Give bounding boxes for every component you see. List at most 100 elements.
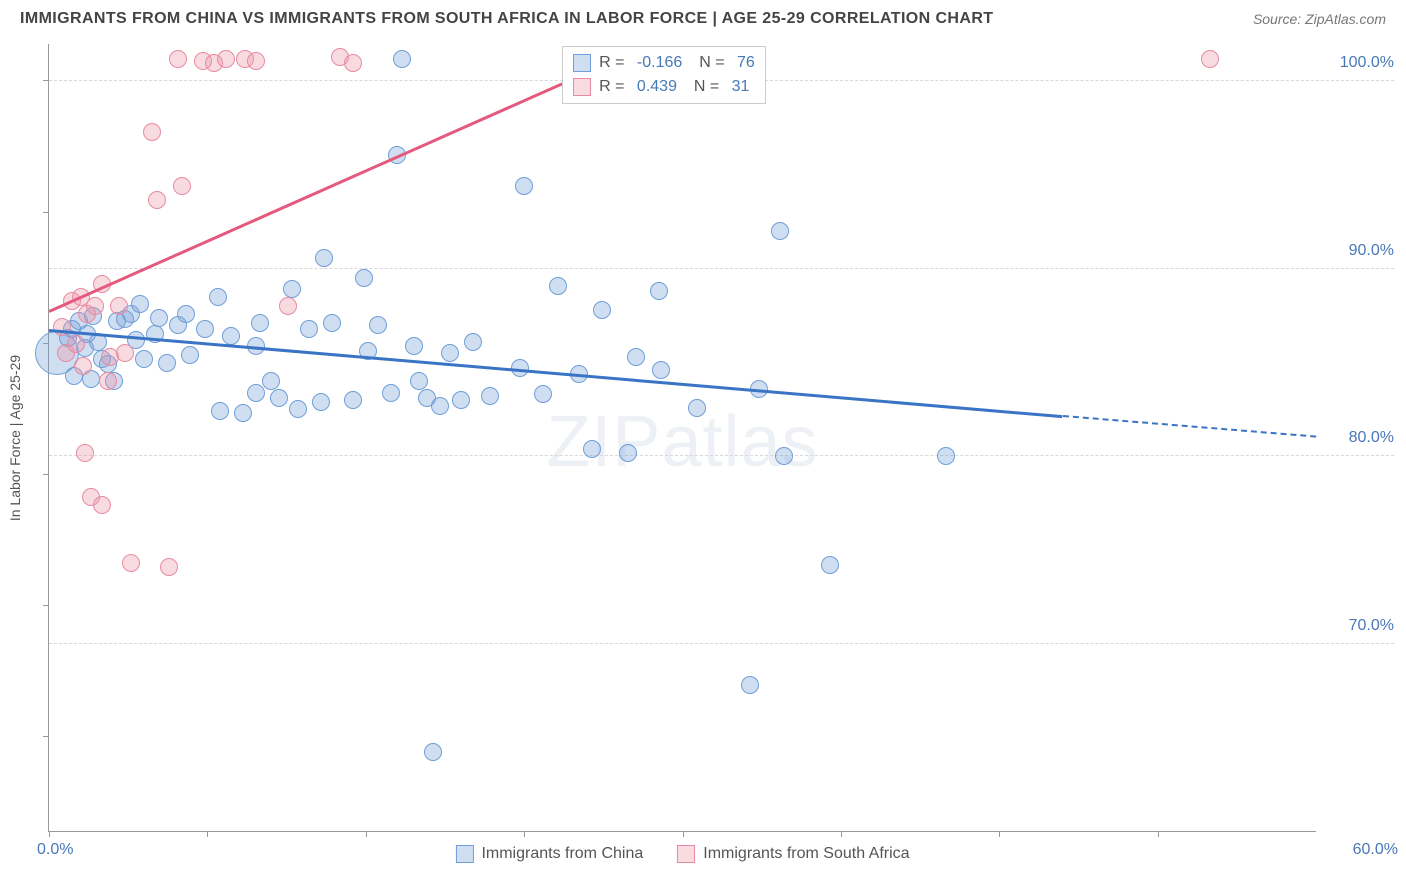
data-point-china: [515, 177, 533, 195]
y-tick-label: 90.0%: [1324, 242, 1394, 260]
data-point-china: [775, 447, 793, 465]
data-point-china: [312, 393, 330, 411]
data-point-china: [821, 556, 839, 574]
data-point-china: [688, 399, 706, 417]
y-tick: [43, 80, 49, 81]
data-point-china: [937, 447, 955, 465]
data-point-south-africa: [169, 50, 187, 68]
x-axis-min-label: 0.0%: [37, 841, 73, 859]
data-point-south-africa: [217, 50, 235, 68]
x-tick: [207, 831, 208, 837]
gridline-horizontal: [49, 268, 1394, 269]
data-point-china: [323, 314, 341, 332]
data-point-china: [177, 305, 195, 323]
data-point-china: [549, 277, 567, 295]
legend-label: Immigrants from China: [481, 845, 643, 863]
data-point-china: [234, 404, 252, 422]
legend-label: Immigrants from South Africa: [703, 845, 909, 863]
x-tick: [841, 831, 842, 837]
trend-line: [48, 48, 640, 313]
data-point-south-africa: [110, 297, 128, 315]
data-point-china: [424, 743, 442, 761]
trend-line-extrapolated: [1063, 415, 1317, 438]
data-point-south-africa: [1201, 50, 1219, 68]
data-point-china: [481, 387, 499, 405]
y-tick-label: 70.0%: [1324, 617, 1394, 635]
source-name: ZipAtlas.com: [1305, 11, 1386, 27]
gridline-horizontal: [49, 643, 1394, 644]
data-point-south-africa: [76, 444, 94, 462]
data-point-china: [131, 295, 149, 313]
y-tick: [43, 212, 49, 213]
source-attribution: Source: ZipAtlas.com: [1253, 11, 1386, 27]
legend-item: Immigrants from China: [455, 845, 643, 863]
data-point-south-africa: [93, 496, 111, 514]
correlation-legend: R = -0.166 N = 76R = 0.439 N = 31: [562, 46, 766, 104]
x-tick: [1158, 831, 1159, 837]
data-point-china: [135, 350, 153, 368]
data-point-china: [344, 391, 362, 409]
legend-n-value: 76: [737, 51, 755, 75]
data-point-china: [315, 249, 333, 267]
legend-row: R = 0.439 N = 31: [573, 75, 755, 99]
y-tick: [43, 736, 49, 737]
data-point-china: [741, 676, 759, 694]
data-point-china: [583, 440, 601, 458]
data-point-south-africa: [143, 123, 161, 141]
data-point-china: [771, 222, 789, 240]
data-point-china: [534, 385, 552, 403]
data-point-south-africa: [67, 335, 85, 353]
x-tick: [49, 831, 50, 837]
data-point-south-africa: [74, 357, 92, 375]
data-point-south-africa: [148, 191, 166, 209]
data-point-china: [464, 333, 482, 351]
data-point-china: [355, 269, 373, 287]
data-point-china: [251, 314, 269, 332]
legend-n-label: N =: [690, 51, 729, 75]
x-tick: [366, 831, 367, 837]
legend-r-label: R =: [599, 51, 629, 75]
data-point-china: [270, 389, 288, 407]
data-point-china: [262, 372, 280, 390]
y-tick: [43, 474, 49, 475]
data-point-china: [382, 384, 400, 402]
data-point-china: [369, 316, 387, 334]
y-tick-label: 100.0%: [1324, 54, 1394, 72]
data-point-south-africa: [99, 372, 117, 390]
data-point-china: [150, 309, 168, 327]
data-point-china: [158, 354, 176, 372]
legend-n-value: 31: [732, 75, 750, 99]
data-point-china: [181, 346, 199, 364]
chart-header: IMMIGRANTS FROM CHINA VS IMMIGRANTS FROM…: [0, 0, 1406, 34]
data-point-south-africa: [279, 297, 297, 315]
legend-swatch: [573, 54, 591, 72]
legend-row: R = -0.166 N = 76: [573, 51, 755, 75]
legend-item: Immigrants from South Africa: [677, 845, 909, 863]
legend-swatch: [573, 78, 591, 96]
gridline-horizontal: [49, 455, 1394, 456]
y-tick-label: 80.0%: [1324, 429, 1394, 447]
source-prefix: Source:: [1253, 11, 1305, 27]
data-point-south-africa: [53, 318, 71, 336]
x-tick: [999, 831, 1000, 837]
data-point-south-africa: [344, 54, 362, 72]
data-point-south-africa: [86, 297, 104, 315]
data-point-south-africa: [247, 52, 265, 70]
data-point-china: [289, 400, 307, 418]
x-tick: [524, 831, 525, 837]
data-point-china: [650, 282, 668, 300]
data-point-china: [209, 288, 227, 306]
data-point-china: [196, 320, 214, 338]
series-legend: Immigrants from China Immigrants from Sou…: [455, 845, 909, 863]
data-point-china: [410, 372, 428, 390]
data-point-china: [283, 280, 301, 298]
data-point-south-africa: [122, 554, 140, 572]
legend-r-value: 0.439: [637, 75, 677, 99]
legend-n-label: N =: [685, 75, 724, 99]
legend-r-value: -0.166: [637, 51, 682, 75]
data-point-china: [593, 301, 611, 319]
data-point-china: [431, 397, 449, 415]
y-axis-label: In Labor Force | Age 25-29: [7, 354, 23, 520]
data-point-china: [300, 320, 318, 338]
data-point-china: [222, 327, 240, 345]
